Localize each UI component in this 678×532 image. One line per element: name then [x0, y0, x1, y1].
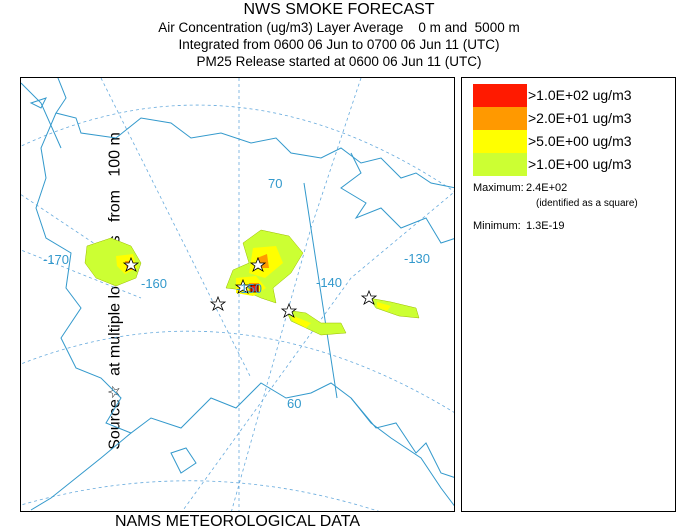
legend-swatch-3 [473, 130, 527, 153]
source-star-4 [209, 295, 227, 311]
parallel-70 [21, 104, 454, 192]
coastline [29, 78, 454, 511]
legend-label-2: >2.0E+01 ug/m3 [528, 110, 632, 126]
southeast-coast [350, 397, 454, 478]
legend-label-4: >1.0E+00 ug/m3 [528, 156, 632, 172]
parallel-50 [21, 480, 379, 511]
maximum-note: (identified as a square) [536, 198, 638, 209]
source-star-6 [360, 289, 378, 305]
subtitle-release: PM25 Release started at 0600 06 Jun 11 (… [196, 54, 482, 69]
grid-label-lon-170: -170 [43, 252, 69, 267]
us-canada-border [303, 182, 338, 399]
aleutian-chain [30, 432, 132, 511]
kodiak-island [170, 447, 197, 474]
map-canvas: -170 -160 -150 -140 -130 70 60 [21, 78, 454, 511]
source-star-2 [249, 256, 267, 272]
plume-east [368, 297, 420, 319]
grid-label-lon-160: -160 [141, 276, 167, 291]
smoke-map: -170 -160 -150 -140 -130 70 60 [20, 77, 455, 512]
grid-label-lon-150: -150 [236, 281, 262, 296]
st-lawrence-island [29, 97, 47, 109]
source-star-3 [234, 278, 252, 294]
alaska-west-coast [55, 78, 454, 189]
date-line [21, 82, 62, 149]
smoke-plumes [84, 229, 420, 336]
subtitle-layer: Air Concentration (ug/m3) Layer Average … [158, 20, 520, 35]
grid-label-lat-60: 60 [287, 396, 301, 411]
maximum-value: 2.4E+02 [526, 182, 568, 194]
canada-arctic-coast [340, 152, 454, 244]
legend-swatch-2 [473, 107, 527, 130]
minimum-label: Minimum: [473, 220, 521, 232]
chart-title: NWS SMOKE FORECAST [243, 1, 435, 18]
legend-label-3: >5.0E+00 ug/m3 [528, 133, 632, 149]
grid-label-lon-140: -140 [316, 275, 342, 290]
minimum-value: 1.3E-19 [526, 220, 565, 232]
maximum-square [250, 284, 259, 293]
legend-swatch-4 [473, 153, 527, 176]
source-markers [122, 256, 378, 318]
legend-panel: >1.0E+02 ug/m3 >2.0E+01 ug/m3 >5.0E+00 u… [461, 77, 676, 512]
legend-label-1: >1.0E+02 ug/m3 [528, 87, 632, 103]
meridian-160 [100, 78, 252, 379]
plume-southeast [285, 309, 347, 336]
parallel-60 [21, 330, 454, 413]
grid-label-lat-70: 70 [268, 176, 282, 191]
source-star-1 [122, 256, 140, 272]
source-star-5 [280, 302, 298, 318]
plume-west [84, 237, 142, 287]
maximum-label: Maximum: [473, 182, 524, 194]
plume-southeast-core [291, 315, 311, 328]
plume-east-core [377, 302, 391, 311]
legend-swatch-1 [473, 84, 527, 107]
grid-label-lon-130: -130 [404, 251, 430, 266]
data-source-footer: NAMS METEOROLOGICAL DATA [114, 513, 361, 530]
meridian-170 [21, 249, 142, 299]
subtitle-period: Integrated from 0600 06 Jun to 0700 06 J… [178, 37, 500, 52]
meridian-130 [181, 191, 454, 511]
